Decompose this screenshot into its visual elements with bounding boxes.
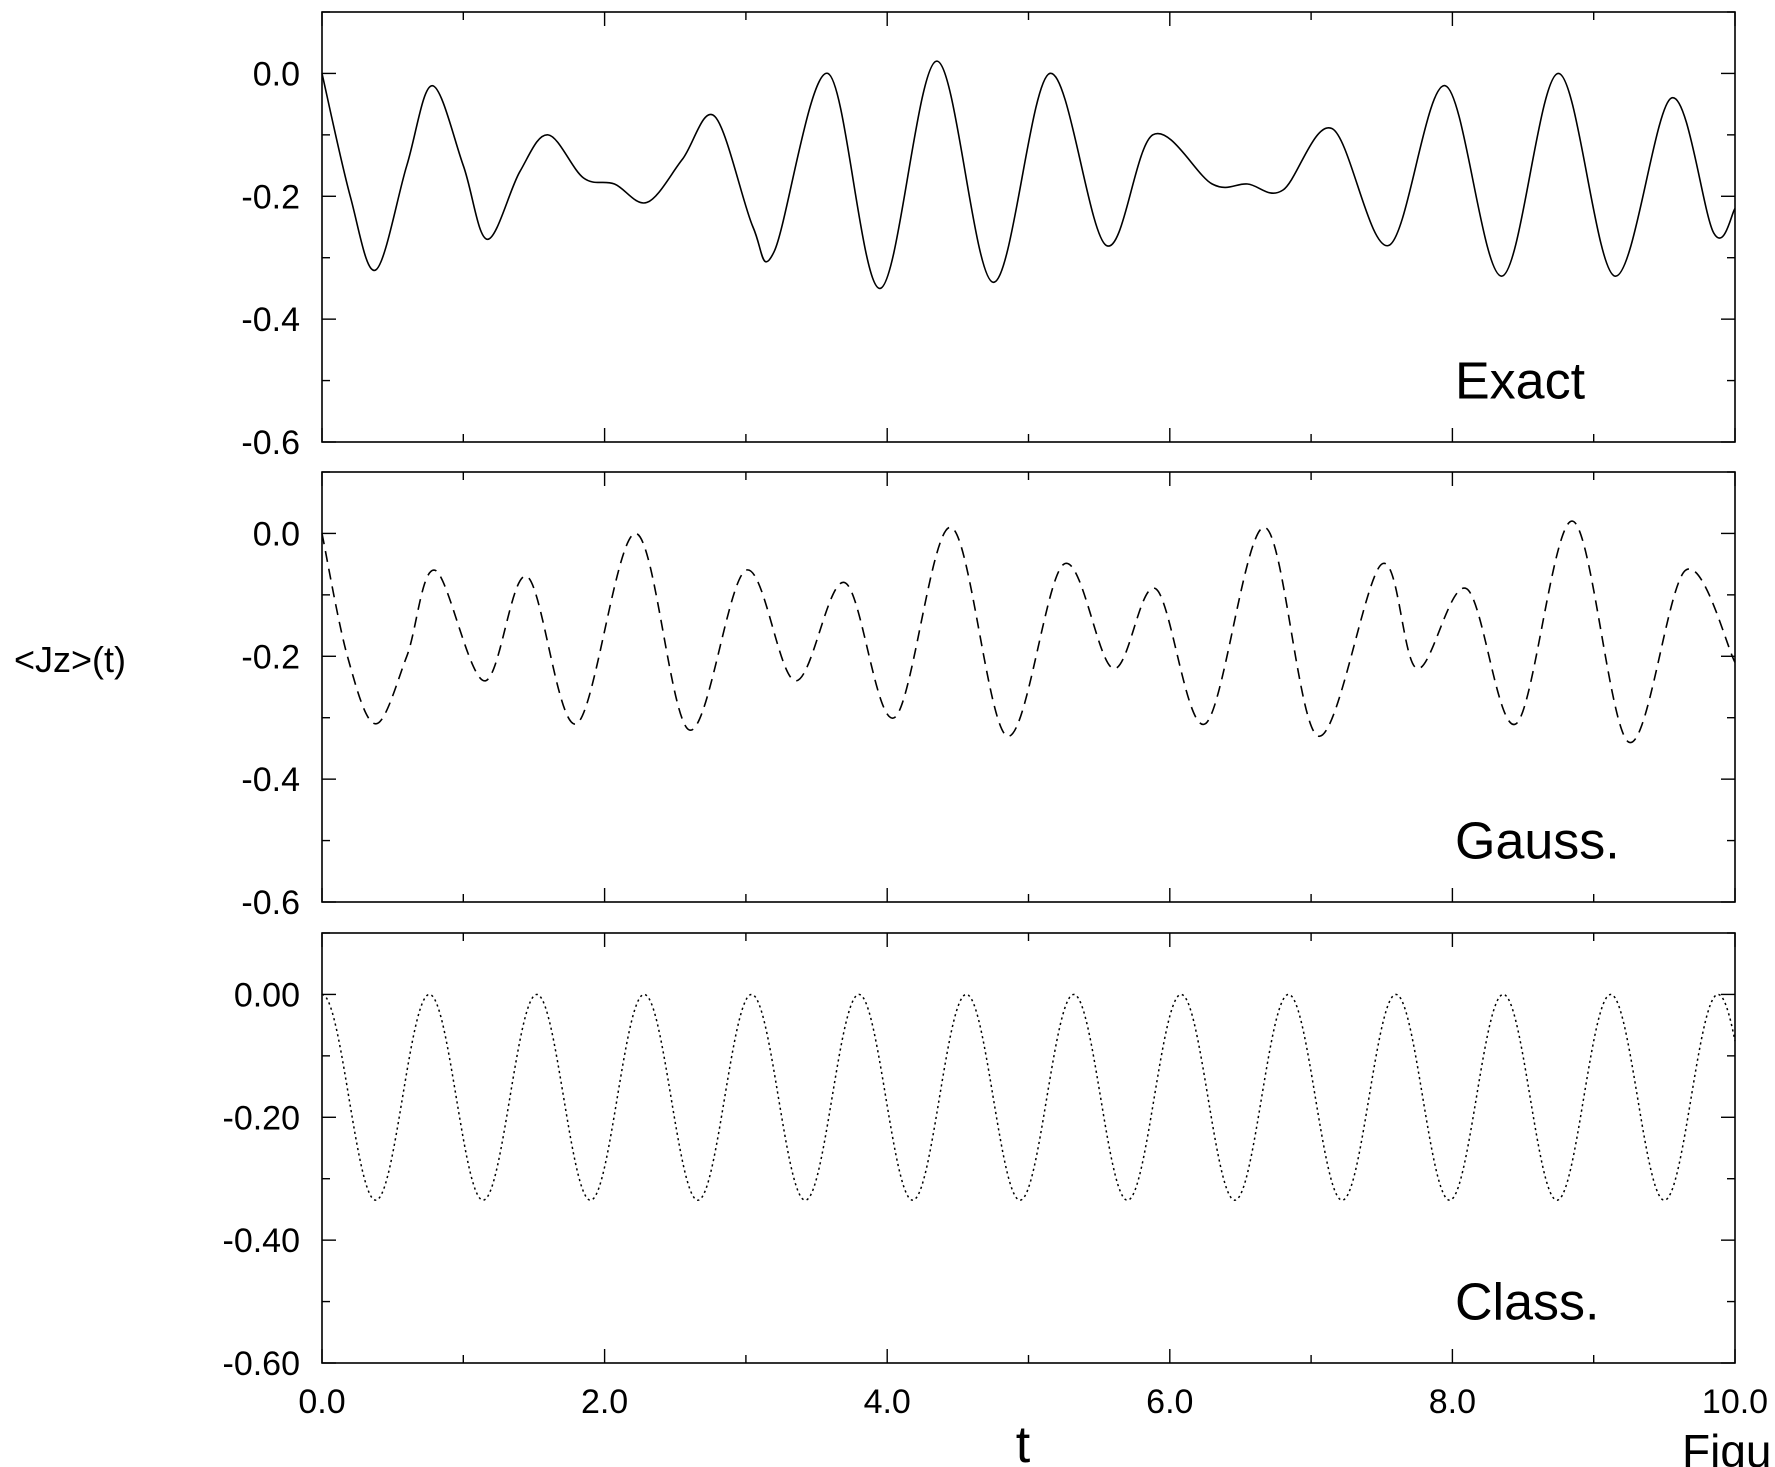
y-tick-label: 0.0 — [253, 55, 300, 93]
series-line-exact — [321, 60, 1736, 290]
y-tick-label: -0.2 — [241, 638, 300, 676]
x-tick-label: 4.0 — [864, 1383, 911, 1421]
panel-label: Class. — [1455, 1274, 1599, 1332]
y-tick-label: 0.00 — [234, 976, 300, 1014]
y-tick-label: -0.6 — [241, 884, 300, 922]
panel-label: Exact — [1455, 353, 1586, 411]
panel-gauss: 0.0 -0.2 -0.4 -0.6 Gauss. — [241, 471, 1736, 922]
x-axis-title: t — [1016, 1416, 1031, 1467]
series-line-gauss — [321, 520, 1736, 744]
x-tick-label: 10.0 — [1702, 1383, 1768, 1421]
x-tick-label: 2.0 — [581, 1383, 628, 1421]
figure-caption: Figu — [1682, 1425, 1771, 1467]
x-tick-label: 6.0 — [1146, 1383, 1193, 1421]
y-tick-label: 0.0 — [253, 515, 300, 553]
panel-exact: 0.0 -0.2 -0.4 -0.6 Exact — [241, 11, 1736, 462]
x-tick-label: 8.0 — [1429, 1383, 1476, 1421]
y-tick-label: -0.20 — [223, 1099, 301, 1137]
y-tick-label: -0.2 — [241, 178, 300, 216]
y-tick-label: -0.4 — [241, 301, 300, 339]
y-tick-label: -0.40 — [223, 1222, 301, 1260]
y-tick-label: -0.4 — [241, 761, 300, 799]
panel-class: 0.00 -0.20 -0.40 -0.60 Class. — [223, 932, 1736, 1383]
series-line-class — [321, 993, 1736, 1201]
x-tick-labels: 0.0 2.0 4.0 6.0 8.0 10.0 — [298, 1383, 1768, 1421]
x-tick-label: 0.0 — [298, 1383, 345, 1421]
y-tick-label: -0.6 — [241, 424, 300, 462]
panel-label: Gauss. — [1455, 813, 1620, 871]
y-tick-label: -0.60 — [223, 1345, 301, 1383]
y-axis-title: <Jz>(t) — [14, 639, 126, 680]
